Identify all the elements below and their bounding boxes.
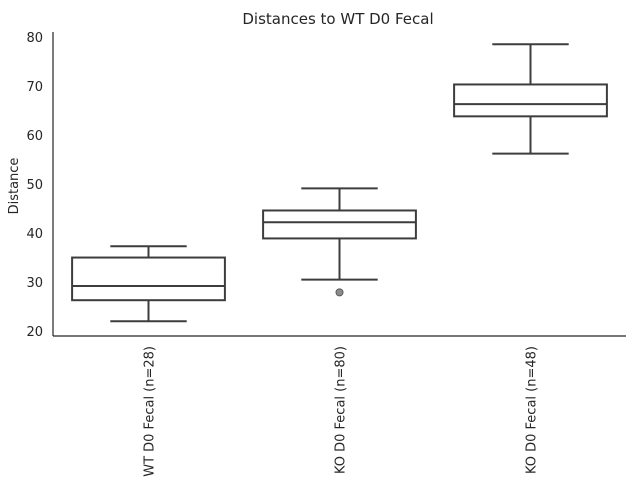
x-axis-ticks: WT D0 Fecal (n=28) KO D0 Fecal (n=80) KO D… [143, 346, 540, 477]
iqr-box [453, 83, 608, 118]
y-axis-label: Distance [7, 158, 22, 215]
y-axis-ticks: 20 30 40 50 60 70 80 [26, 31, 43, 340]
y-tick-label: 50 [26, 178, 43, 193]
y-tick-label: 80 [26, 31, 43, 46]
y-tick-label: 60 [26, 129, 43, 144]
x-tick-label: KO D0 Fecal (n=80) [334, 346, 349, 474]
y-tick-label: 70 [26, 80, 43, 95]
y-tick-label: 30 [26, 276, 43, 291]
box-group [453, 43, 608, 155]
chart-title: Distances to WT D0 Fecal [242, 10, 433, 28]
x-tick-label: KO D0 Fecal (n=48) [525, 346, 540, 474]
y-tick-label: 20 [26, 325, 43, 340]
boxes [71, 43, 608, 323]
x-tick-label: WT D0 Fecal (n=28) [143, 346, 158, 477]
outlier-point [335, 288, 344, 297]
iqr-box [71, 256, 226, 302]
y-tick-label: 40 [26, 227, 43, 242]
box-group [262, 187, 417, 297]
iqr-box [262, 209, 417, 240]
box-group [71, 245, 226, 323]
